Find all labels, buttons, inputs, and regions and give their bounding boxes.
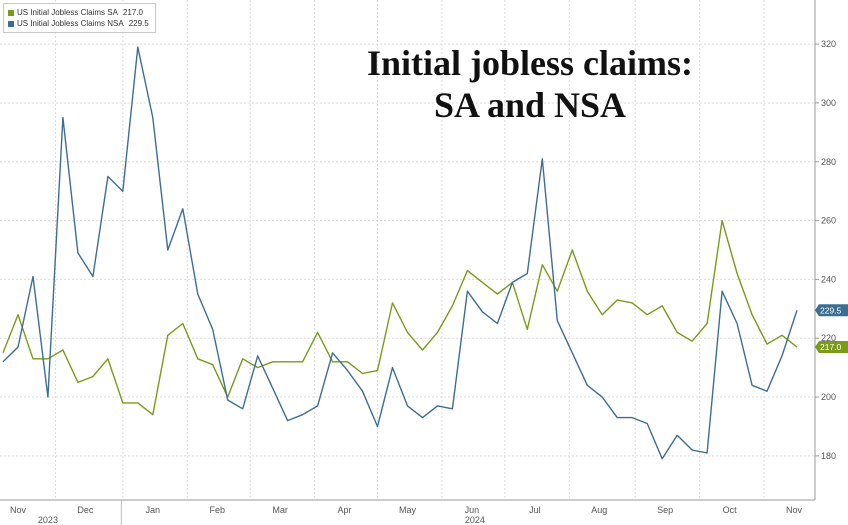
chart-title-line-1: Initial jobless claims: xyxy=(366,43,693,83)
y-tick-labels: 180 200 220 240 260 280 300 320 xyxy=(821,39,836,461)
y-tick-label: 220 xyxy=(821,333,836,343)
x-year-label: 2023 xyxy=(38,515,58,525)
horizontal-gridlines xyxy=(0,43,819,457)
end-label-text: 229.5 xyxy=(820,305,842,315)
x-month-label: Nov xyxy=(10,505,27,515)
x-month-label: Jun xyxy=(465,505,480,515)
y-tick-label: 280 xyxy=(821,157,836,167)
x-month-label: Oct xyxy=(723,505,738,515)
y-tick-label: 320 xyxy=(821,39,836,49)
y-tick-label: 180 xyxy=(821,451,836,461)
x-month-label: Aug xyxy=(591,505,607,515)
legend-value-sa: 217.0 xyxy=(122,8,143,17)
x-month-labels: Nov Dec Jan Feb Mar Apr May Jun Jul Aug Sep Oct Nov xyxy=(10,505,803,515)
y-tick-label: 240 xyxy=(821,274,836,284)
x-month-label: Nov xyxy=(786,505,803,515)
chart-title-line-2: SA and NSA xyxy=(433,85,627,125)
legend-swatch-nsa xyxy=(8,20,14,27)
x-month-label: Apr xyxy=(338,505,352,515)
series-line-nsa xyxy=(2,46,798,460)
x-month-label: Jul xyxy=(529,505,541,515)
vertical-gridlines xyxy=(54,0,765,500)
end-label-nsa: 229.5 xyxy=(815,304,848,317)
y-tick-label: 300 xyxy=(821,98,836,108)
end-label-box xyxy=(815,304,848,317)
x-month-label: Sep xyxy=(657,505,673,515)
y-tick-label: 200 xyxy=(821,392,836,402)
chart-title: Initial jobless claims: SA and NSA xyxy=(330,42,730,126)
end-label-sa: 217.0 xyxy=(815,341,848,354)
x-month-label: Dec xyxy=(77,505,94,515)
legend-entry-nsa: US Initial Jobless Claims NSA 229.5 xyxy=(8,18,149,29)
end-label-box xyxy=(815,341,848,354)
x-year-label: 2024 xyxy=(465,515,485,525)
legend-swatch-sa xyxy=(8,9,14,16)
legend-entry-sa: US Initial Jobless Claims SA 217.0 xyxy=(8,7,149,18)
y-tick-label: 260 xyxy=(821,216,836,226)
x-month-label: Jan xyxy=(146,505,161,515)
x-month-label: May xyxy=(399,505,417,515)
x-month-label: Mar xyxy=(272,505,288,515)
end-label-text: 217.0 xyxy=(820,342,842,352)
legend-label-sa: US Initial Jobless Claims SA xyxy=(17,8,118,17)
x-year-labels: 2023 2024 xyxy=(38,500,485,525)
x-month-label: Feb xyxy=(209,505,225,515)
legend-value-nsa: 229.5 xyxy=(128,19,149,28)
legend: US Initial Jobless Claims SA 217.0 US In… xyxy=(3,3,156,33)
series-lines xyxy=(2,46,798,460)
legend-label-nsa: US Initial Jobless Claims NSA xyxy=(17,19,124,28)
end-value-labels: 217.0 229.5 xyxy=(815,304,848,354)
series-line-sa xyxy=(2,219,798,416)
